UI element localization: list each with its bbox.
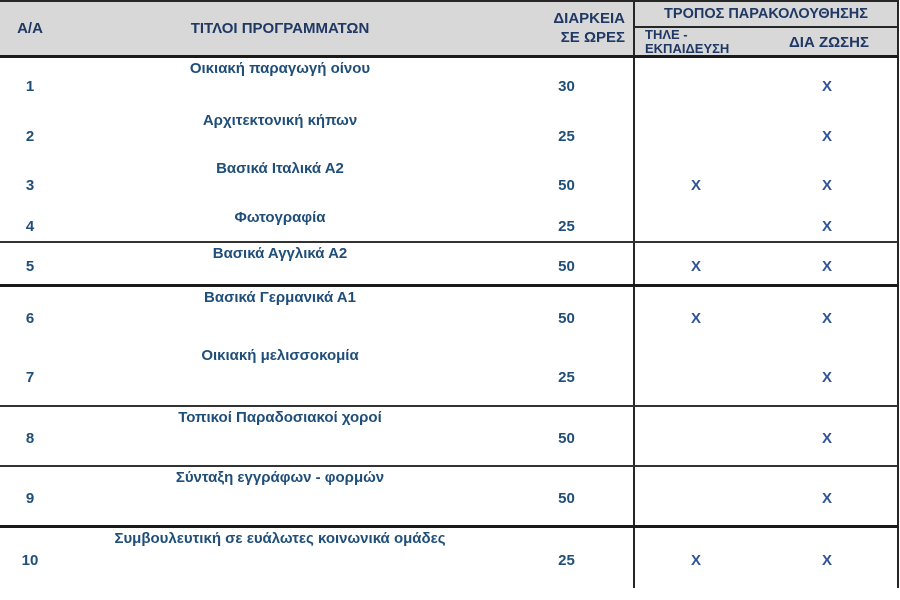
row-index: 10 xyxy=(21,552,39,569)
col-header-titles: ΤΙΤΛΟΙ ΠΡΟΓΡΑΜΜΑΤΩΝ xyxy=(190,19,370,37)
in-person-mark: X xyxy=(821,128,832,145)
row-index: 6 xyxy=(25,310,35,327)
tele-education-mark xyxy=(633,110,757,158)
row-index: 5 xyxy=(25,257,35,275)
table-body: 1 Οικιακή παραγωγή οίνου 30 X 2 Αρχιτεκτ… xyxy=(0,58,899,588)
tele-education-mark xyxy=(633,58,757,110)
table-row: 7 Οικιακή μελισσοκομία 25 X xyxy=(0,345,899,407)
duration-hours: 25 xyxy=(558,552,575,569)
method-subheaders: ΤΗΛΕ - ΕΚΠΑΙΔΕΥΣΗ ΔΙΑ ΖΩΣΗΣ xyxy=(635,27,897,57)
tele-education-mark: X xyxy=(633,287,757,345)
in-person-mark: X xyxy=(821,490,832,507)
col-header-duration-line1: ΔΙΑΡΚΕΙΑ xyxy=(553,10,625,28)
col-header-tele-line1: ΤΗΛΕ - xyxy=(645,27,688,42)
program-title: Βασικά Γερμανικά Α1 xyxy=(204,289,356,306)
table-row: 5 Βασικά Αγγλικά Α2 50 X X xyxy=(0,243,899,287)
in-person-mark: X xyxy=(821,78,832,95)
program-title: Σύνταξη εγγράφων - φορμών xyxy=(175,469,385,486)
table-row: 2 Αρχιτεκτονική κήπων 25 X xyxy=(0,110,899,158)
col-header-tele-line2: ΕΚΠΑΙΔΕΥΣΗ xyxy=(645,41,730,57)
row-index: 1 xyxy=(25,78,35,95)
row-index: 4 xyxy=(25,218,35,235)
in-person-mark: X xyxy=(821,218,832,235)
duration-hours: 25 xyxy=(558,369,575,386)
duration-hours: 50 xyxy=(558,310,575,327)
program-title: Φωτογραφία xyxy=(234,209,326,226)
in-person-mark: X xyxy=(821,310,832,327)
tele-education-mark: X xyxy=(633,243,757,284)
row-index: 2 xyxy=(25,128,35,145)
duration-hours: 50 xyxy=(558,490,575,507)
tele-education-mark xyxy=(633,407,757,465)
duration-hours: 50 xyxy=(558,176,575,194)
table-row: 1 Οικιακή παραγωγή οίνου 30 X xyxy=(0,58,899,110)
program-title: Οικιακή μελισσοκομία xyxy=(201,347,359,364)
col-header-tele-education: ΤΗΛΕ - ΕΚΠΑΙΔΕΥΣΗ xyxy=(635,27,759,57)
program-title: Αρχιτεκτονική κήπων xyxy=(202,112,358,129)
table-row: 9 Σύνταξη εγγράφων - φορμών 50 X xyxy=(0,467,899,528)
table-row: 6 Βασικά Γερμανικά Α1 50 X X xyxy=(0,287,899,345)
in-person-mark: X xyxy=(821,369,832,386)
col-header-index: Α/Α xyxy=(17,19,43,37)
tele-education-mark: X xyxy=(633,158,757,207)
table-header: Α/Α ΤΙΤΛΟΙ ΠΡΟΓΡΑΜΜΑΤΩΝ ΔΙΑΡΚΕΙΑ ΣΕ ΩΡΕΣ… xyxy=(0,0,899,58)
duration-hours: 25 xyxy=(558,218,575,235)
in-person-mark: X xyxy=(821,552,832,569)
duration-hours: 30 xyxy=(558,78,575,95)
tele-education-mark xyxy=(633,467,757,525)
table-row: 3 Βασικά Ιταλικά Α2 50 X X xyxy=(0,158,899,207)
row-index: 3 xyxy=(25,176,35,194)
row-index: 7 xyxy=(25,369,35,386)
duration-hours: 25 xyxy=(558,128,575,145)
col-header-duration: ΔΙΑΡΚΕΙΑ ΣΕ ΩΡΕΣ xyxy=(500,2,633,56)
col-group-method: ΤΡΟΠΟΣ ΠΑΡΑΚΟΛΟΥΘΗΣΗΣ ΤΗΛΕ - ΕΚΠΑΙΔΕΥΣΗ … xyxy=(633,2,897,57)
table-row: 10 Συμβουλευτική σε ευάλωτες κοινωνικά ο… xyxy=(0,528,899,588)
program-title: Συμβουλευτική σε ευάλωτες κοινωνικά ομάδ… xyxy=(114,530,446,547)
duration-hours: 50 xyxy=(558,430,575,447)
tele-education-mark xyxy=(633,207,757,241)
in-person-mark: X xyxy=(821,176,832,194)
program-title: Βασικά Αγγλικά Α2 xyxy=(212,245,348,262)
col-header-duration-line2: ΣΕ ΩΡΕΣ xyxy=(560,29,625,47)
col-header-method-group: ΤΡΟΠΟΣ ΠΑΡΑΚΟΛΟΥΘΗΣΗΣ xyxy=(635,2,897,28)
col-header-in-person: ΔΙΑ ΖΩΣΗΣ xyxy=(789,33,869,51)
tele-education-mark xyxy=(633,345,757,405)
row-index: 9 xyxy=(25,490,35,507)
program-title: Τοπικοί Παραδοσιακοί χοροί xyxy=(178,409,382,426)
program-title: Βασικά Ιταλικά Α2 xyxy=(216,160,344,177)
duration-hours: 50 xyxy=(558,257,575,275)
tele-education-mark: X xyxy=(633,528,757,588)
row-index: 8 xyxy=(25,430,35,447)
table-row: 8 Τοπικοί Παραδοσιακοί χοροί 50 X xyxy=(0,407,899,467)
in-person-mark: X xyxy=(821,430,832,447)
table-row: 4 Φωτογραφία 25 X xyxy=(0,207,899,243)
in-person-mark: X xyxy=(821,257,832,275)
program-title: Οικιακή παραγωγή οίνου xyxy=(189,60,371,77)
programs-table: Α/Α ΤΙΤΛΟΙ ΠΡΟΓΡΑΜΜΑΤΩΝ ΔΙΑΡΚΕΙΑ ΣΕ ΩΡΕΣ… xyxy=(0,0,899,588)
